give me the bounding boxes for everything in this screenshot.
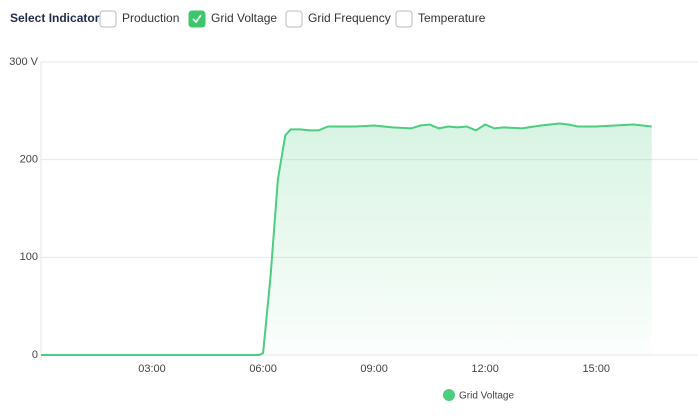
- checkbox-label[interactable]: Grid Frequency: [308, 11, 391, 25]
- y-tick-label: 300 V: [9, 56, 38, 68]
- area: [41, 123, 652, 355]
- checkbox-label[interactable]: Temperature: [418, 11, 486, 25]
- legend-marker[interactable]: [443, 389, 455, 401]
- checkmark: [192, 14, 202, 24]
- line: [41, 122, 652, 356]
- controls-label: Select Indicator:: [10, 11, 103, 25]
- checkbox-label[interactable]: Production: [122, 11, 179, 25]
- x-tick-label: 15:00: [582, 363, 610, 375]
- checkbox-label[interactable]: Grid Voltage: [211, 11, 277, 25]
- checkbox[interactable]: [188, 10, 206, 28]
- x-tick-label: 09:00: [360, 363, 388, 375]
- y-tick-label: 200: [20, 154, 38, 166]
- x-tick-label: 12:00: [471, 363, 499, 375]
- x-tick-label: 06:00: [249, 363, 277, 375]
- checkbox[interactable]: [395, 10, 413, 28]
- checkbox[interactable]: [285, 10, 303, 28]
- legend-label[interactable]: Grid Voltage: [459, 391, 514, 402]
- y-tick-label: 0: [32, 349, 38, 361]
- checkbox[interactable]: [99, 10, 117, 28]
- y-tick-label: 100: [20, 251, 38, 263]
- x-tick-label: 03:00: [138, 363, 166, 375]
